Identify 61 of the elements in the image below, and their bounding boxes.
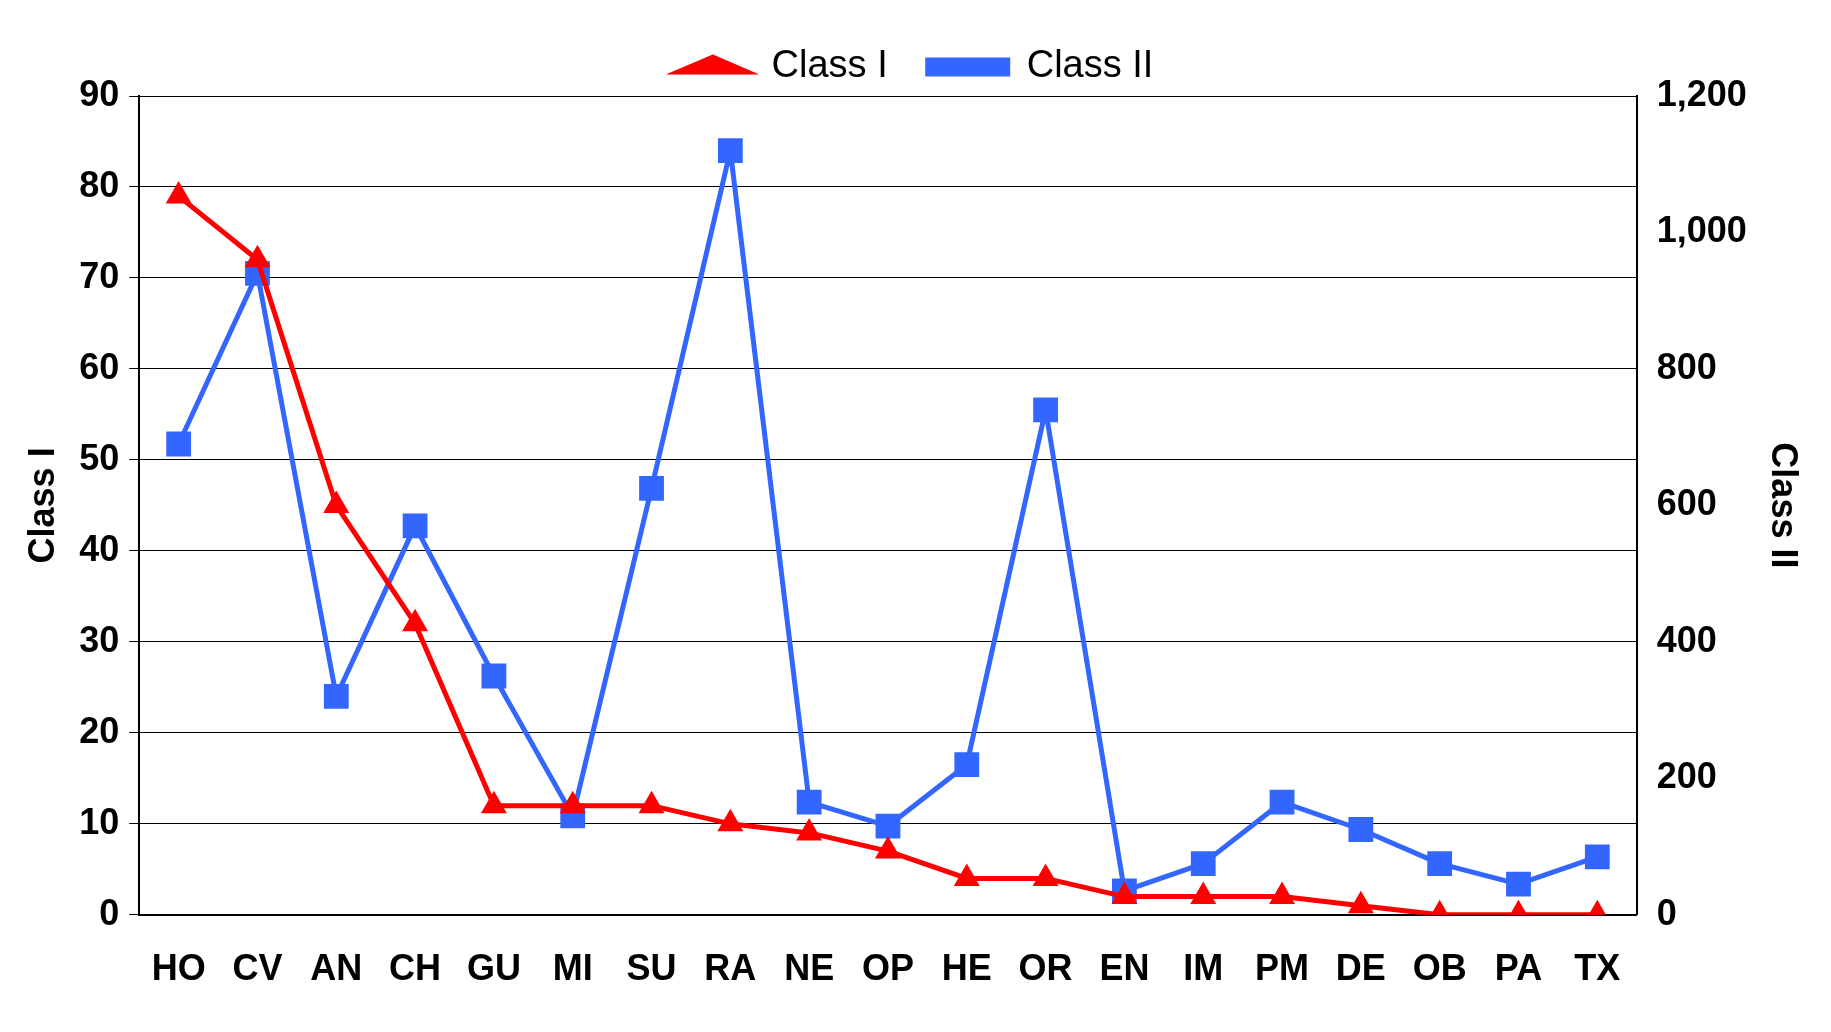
- x-tick-label: RA: [704, 947, 757, 989]
- x-tick-label: HO: [151, 947, 206, 989]
- y-tick-label: 0: [99, 891, 120, 933]
- y-tick-label: 10: [79, 800, 120, 842]
- point: [639, 475, 664, 501]
- y-tick-label: 20: [79, 709, 120, 751]
- point: [481, 663, 507, 689]
- point: [166, 431, 192, 457]
- y2-tick-label: 800: [1656, 345, 1717, 387]
- x-tick-label: IM: [1183, 947, 1224, 989]
- y-tick-label: 50: [79, 436, 120, 478]
- x-tick-label: OB: [1412, 947, 1467, 989]
- y2-axis-title: Class II: [1764, 442, 1806, 569]
- y2-tick-label: 600: [1656, 482, 1717, 524]
- y-tick-label: 70: [79, 254, 120, 296]
- x-tick-label: HE: [941, 947, 992, 989]
- x-tick-label: PM: [1255, 947, 1310, 989]
- point: [165, 181, 192, 204]
- point: [323, 490, 350, 513]
- x-tick-label: DE: [1335, 947, 1386, 989]
- y2-tick-label: 200: [1656, 755, 1717, 797]
- x-tick-label: GU: [466, 947, 521, 989]
- x-tick-label: CV: [232, 947, 283, 989]
- point: [1506, 871, 1531, 897]
- y-axis-title: Class I: [20, 447, 62, 564]
- y2-tick-label: 400: [1656, 618, 1717, 660]
- point: [1033, 397, 1059, 423]
- legend-label: Class II: [1026, 43, 1154, 86]
- y2-tick-label: 1,000: [1656, 209, 1747, 251]
- point: [1427, 851, 1453, 877]
- point: [1348, 817, 1374, 842]
- y2-tick-label: 0: [1656, 891, 1677, 933]
- x-tick-label: CH: [389, 947, 442, 989]
- point: [875, 813, 901, 839]
- point: [323, 684, 349, 709]
- x-tick-label: OP: [861, 947, 914, 989]
- y-tick-label: 60: [79, 345, 120, 387]
- x-tick-label: NE: [784, 947, 835, 989]
- point: [875, 836, 901, 859]
- x-tick-label: SU: [626, 947, 677, 989]
- x-tick-label: TX: [1574, 947, 1621, 989]
- x-tick-label: EN: [1099, 947, 1150, 989]
- point: [954, 863, 980, 886]
- x-tick-label: OR: [1018, 947, 1073, 989]
- y-tick-label: 90: [79, 72, 120, 114]
- point: [1584, 844, 1610, 870]
- y-tick-label: 40: [79, 527, 120, 569]
- point: [402, 513, 428, 539]
- x-tick-label: MI: [552, 947, 593, 989]
- x-tick-label: AN: [310, 947, 363, 989]
- x-tick-label: PA: [1494, 947, 1543, 989]
- point: [1032, 863, 1059, 886]
- y-tick-label: 30: [79, 618, 120, 660]
- point: [717, 138, 743, 163]
- y2-tick-label: 1,200: [1656, 72, 1747, 114]
- y-tick-label: 80: [79, 163, 120, 205]
- point: [1269, 789, 1295, 815]
- point: [1190, 851, 1216, 877]
- legend-label: Class I: [771, 43, 888, 86]
- point: [954, 752, 980, 778]
- point: [796, 789, 822, 815]
